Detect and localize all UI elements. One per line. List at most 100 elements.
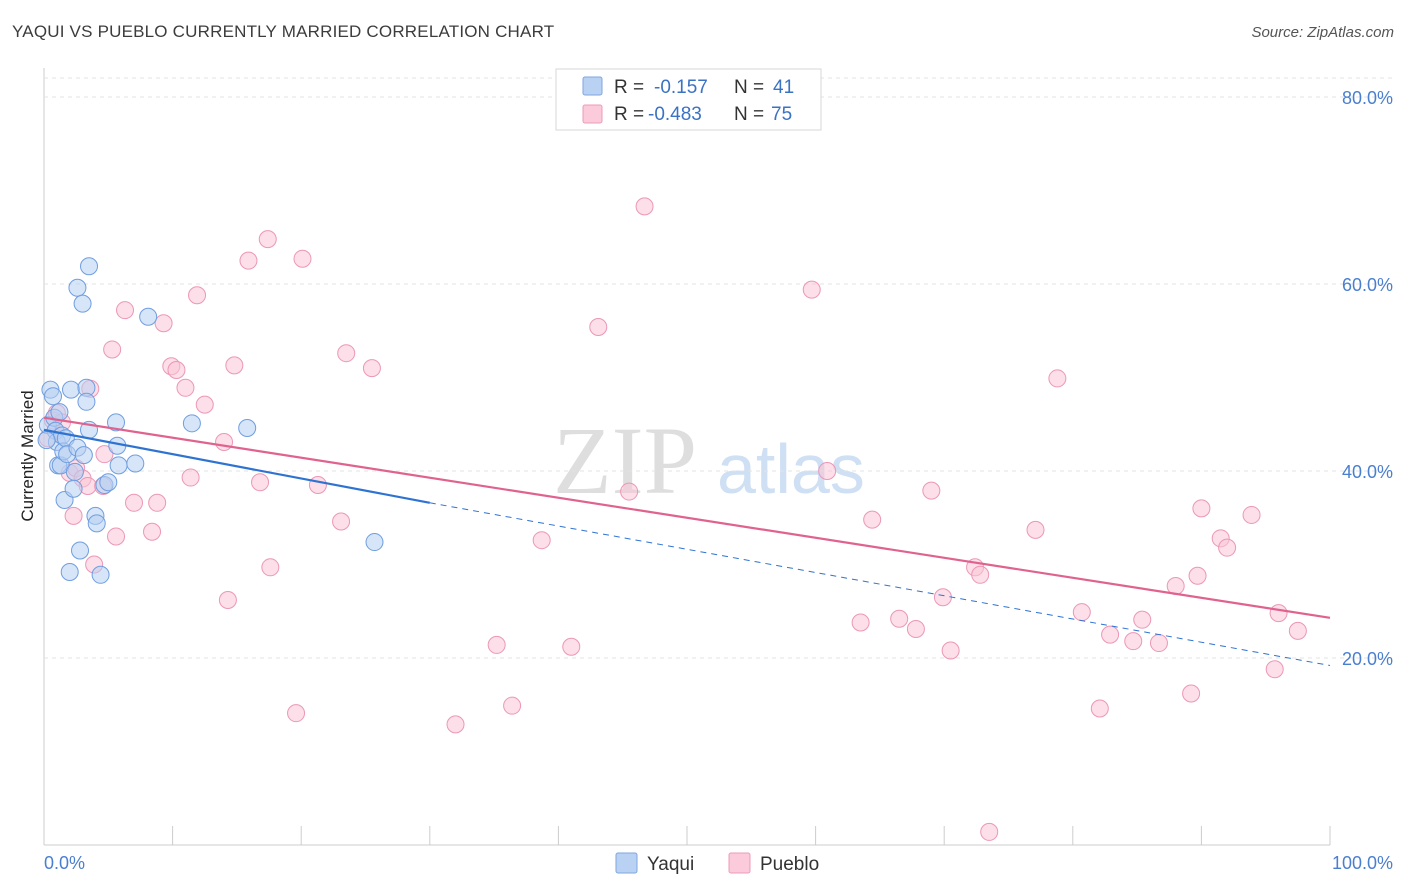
pueblo-point: [1072, 603, 1091, 622]
yaqui-point: [87, 514, 106, 533]
pueblo-point: [148, 493, 167, 512]
pueblo-points: [38, 197, 1307, 841]
pueblo-point: [933, 588, 952, 607]
pueblo-point: [635, 197, 654, 216]
pueblo-point: [941, 641, 960, 660]
yaqui-point: [74, 446, 93, 465]
yaqui-point: [60, 562, 79, 581]
pueblo-point: [1182, 684, 1201, 703]
pueblo-point: [922, 481, 941, 500]
pueblo-n-value: 75: [771, 104, 792, 125]
legend-label-yaqui: Yaqui: [647, 854, 694, 875]
pueblo-point: [154, 314, 173, 333]
yaqui-point: [73, 294, 92, 313]
pueblo-point: [181, 468, 200, 487]
pueblo-point: [218, 591, 237, 610]
pueblo-point: [103, 340, 122, 359]
x-axis-ticks: [172, 826, 1331, 845]
pueblo-point: [167, 361, 186, 380]
pueblo-point: [337, 344, 356, 363]
pueblo-point: [332, 512, 351, 531]
pueblo-point: [1149, 634, 1168, 653]
pueblo-point: [1192, 499, 1211, 518]
x-tick-label-max: 100.0%: [1332, 853, 1393, 873]
pueblo-point: [64, 506, 83, 525]
chart-title: YAQUI VS PUEBLO CURRENTLY MARRIED CORREL…: [12, 22, 555, 41]
pueblo-point: [143, 522, 162, 541]
yaqui-point: [65, 462, 84, 481]
pueblo-point: [188, 286, 207, 305]
pueblo-point: [1288, 621, 1307, 640]
pueblo-point: [532, 531, 551, 550]
pueblo-point: [1218, 538, 1237, 557]
yaqui-point: [91, 565, 110, 584]
y-tick-label: 80.0%: [1342, 88, 1393, 108]
yaqui-point: [71, 541, 90, 560]
pueblo-point: [258, 230, 277, 249]
pueblo-point: [863, 510, 882, 529]
yaqui-point: [182, 414, 201, 433]
y-tick-label: 20.0%: [1342, 649, 1393, 669]
pueblo-point: [620, 482, 639, 501]
pueblo-point: [971, 565, 990, 584]
pueblo-r-label: R =: [614, 104, 644, 125]
yaqui-r-value: -0.157: [654, 77, 708, 98]
yaqui-point: [64, 479, 83, 498]
pueblo-point: [980, 822, 999, 841]
yaqui-points: [37, 257, 384, 584]
yaqui-point: [80, 257, 99, 276]
legend-swatch-pueblo: [728, 852, 751, 874]
source-credit: Source: ZipAtlas.com: [1251, 24, 1394, 41]
pueblo-point: [261, 558, 280, 577]
y-axis-label: Currently Married: [18, 390, 37, 521]
pueblo-point: [1026, 520, 1045, 539]
yaqui-point: [365, 533, 384, 552]
legend-label-pueblo: Pueblo: [760, 854, 819, 875]
pueblo-point: [125, 493, 144, 512]
y-tick-label: 60.0%: [1342, 275, 1393, 295]
yaqui-point: [77, 392, 96, 411]
pueblo-n-label: N =: [734, 104, 764, 125]
pueblo-point: [1124, 632, 1143, 651]
yaqui-n-label: N =: [734, 77, 764, 98]
pueblo-point: [1265, 660, 1284, 679]
pueblo-point: [225, 356, 244, 375]
yaqui-trend-extension: [429, 502, 1331, 666]
yaqui-point: [107, 413, 126, 432]
pueblo-point: [239, 251, 258, 270]
pueblo-point: [1242, 505, 1261, 524]
pueblo-point: [195, 395, 214, 414]
yaqui-point: [68, 278, 87, 297]
y-tick-label: 40.0%: [1342, 462, 1393, 482]
yaqui-point: [62, 380, 81, 399]
pueblo-point: [1269, 604, 1288, 623]
pueblo-point: [308, 476, 327, 495]
watermark-atlas: atlas: [717, 430, 865, 508]
pueblo-r-value: -0.483: [648, 104, 702, 125]
pueblo-point: [1090, 699, 1109, 718]
legend-swatch-yaqui: [615, 852, 638, 874]
pueblo-point: [802, 280, 821, 299]
y-tick-labels: 20.0% 40.0% 60.0% 80.0%: [1342, 88, 1393, 669]
pueblo-point: [589, 318, 608, 337]
pueblo-point: [176, 378, 195, 397]
pueblo-point: [95, 445, 114, 464]
yaqui-point: [126, 454, 145, 473]
stats-swatch-pueblo: [582, 104, 603, 124]
yaqui-point: [44, 387, 63, 406]
pueblo-point: [906, 620, 925, 639]
pueblo-point: [215, 433, 234, 452]
pueblo-point: [1048, 369, 1067, 388]
stats-swatch-yaqui: [582, 76, 603, 96]
pueblo-point: [251, 473, 270, 492]
x-tick-label-min: 0.0%: [44, 853, 85, 873]
pueblo-point: [362, 359, 381, 378]
yaqui-trend-line: [43, 428, 431, 504]
pueblo-point: [487, 635, 506, 654]
yaqui-point: [109, 456, 128, 475]
pueblo-point: [890, 609, 909, 628]
pueblo-point: [107, 527, 126, 546]
pueblo-point: [818, 462, 837, 480]
yaqui-point: [99, 473, 118, 492]
